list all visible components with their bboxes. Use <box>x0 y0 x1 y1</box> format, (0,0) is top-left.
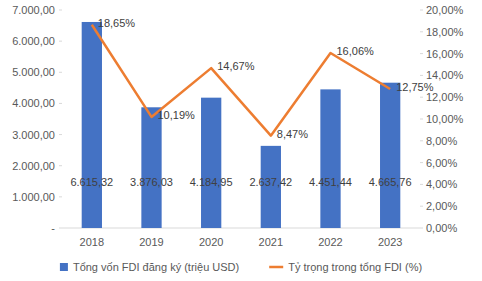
y2-tick-label: 6,00% <box>426 157 457 169</box>
bar <box>320 89 340 228</box>
line-label: 16,06% <box>337 45 375 57</box>
y2-tick-label: 0,00% <box>426 222 457 234</box>
bar-label: 6.615,32 <box>70 176 113 188</box>
y2-tick-label: 20,00% <box>426 4 464 16</box>
x-tick-label: 2020 <box>199 236 223 248</box>
y2-tick <box>420 206 423 207</box>
line-label: 8,47% <box>277 128 308 140</box>
y-tick-label: 5.000,00 <box>12 66 55 78</box>
y2-tick-label: 16,00% <box>426 48 464 60</box>
bar <box>141 107 161 228</box>
marks <box>82 22 401 228</box>
bar-label: 4.665,76 <box>369 176 412 188</box>
y2-tick <box>420 53 423 54</box>
x-tick-label: 2023 <box>378 236 402 248</box>
legend-swatch <box>60 263 68 271</box>
y-tick <box>59 134 62 135</box>
y2-tick <box>420 31 423 32</box>
legend-item: Tổng vốn FDI đăng ký (triệu USD) <box>60 261 239 273</box>
y-tick <box>59 10 62 11</box>
y2-tick <box>420 75 423 76</box>
y2-tick <box>420 184 423 185</box>
y2-tick-label: 14,00% <box>426 69 464 81</box>
bar <box>380 83 400 228</box>
bar <box>201 98 221 228</box>
legend-item: Tỷ trọng trong tổng FDI (%) <box>269 261 422 273</box>
y2-tick <box>420 119 423 120</box>
data-labels: 6.615,32 3.876,03 4.184,95 2.637,42 4.451,44… <box>70 17 433 188</box>
y-tick <box>59 165 62 166</box>
y2-tick <box>420 162 423 163</box>
bar-label: 3.876,03 <box>130 176 173 188</box>
y-tick-label: 3.000,00 <box>12 129 55 141</box>
line-label: 14,67% <box>217 60 255 72</box>
y2-tick-label: 8,00% <box>426 135 457 147</box>
x-tick-label: 2021 <box>259 236 283 248</box>
y-tick <box>59 196 62 197</box>
bar-label: 4.184,95 <box>190 176 233 188</box>
y-tick <box>59 72 62 73</box>
x-axis <box>62 228 420 229</box>
x-tick-label: 2019 <box>139 236 163 248</box>
x-tick-label: 2022 <box>318 236 342 248</box>
legend-label: Tỷ trọng trong tổng FDI (%) <box>288 261 422 273</box>
bar <box>82 22 102 228</box>
line-label: 10,19% <box>158 109 196 121</box>
y2-tick <box>420 97 423 98</box>
chart: - 1.000,00 2.000,00 3.000,00 4.000,00 5.000,0… <box>0 0 482 281</box>
y-tick-label: - <box>51 222 55 234</box>
line <box>92 25 390 136</box>
y-tick <box>59 103 62 104</box>
bar-label: 4.451,44 <box>309 176 352 188</box>
line-label: 18,65% <box>98 17 136 29</box>
bar-label: 2.637,42 <box>249 176 292 188</box>
y-tick-label: 6.000,00 <box>12 35 55 47</box>
y-tick <box>59 228 62 229</box>
y2-tick <box>420 10 423 11</box>
y-tick <box>59 41 62 42</box>
y2-tick <box>420 228 423 229</box>
y-tick-label: 7.000,00 <box>12 4 55 16</box>
legend-swatch <box>269 266 283 269</box>
y2-tick-label: 18,00% <box>426 26 464 38</box>
y-tick-label: 2.000,00 <box>12 160 55 172</box>
legend-label: Tổng vốn FDI đăng ký (triệu USD) <box>73 261 239 273</box>
y2-tick-label: 2,00% <box>426 200 457 212</box>
y-tick-label: 1.000,00 <box>12 191 55 203</box>
legend: Tổng vốn FDI đăng ký (triệu USD) Tỷ trọng… <box>60 261 422 273</box>
y2-tick-label: 10,00% <box>426 113 464 125</box>
line-label: 12,75% <box>396 81 434 93</box>
y-tick-label: 4.000,00 <box>12 97 55 109</box>
y2-tick <box>420 140 423 141</box>
x-tick-label: 2018 <box>80 236 104 248</box>
y2-tick-label: 4,00% <box>426 178 457 190</box>
